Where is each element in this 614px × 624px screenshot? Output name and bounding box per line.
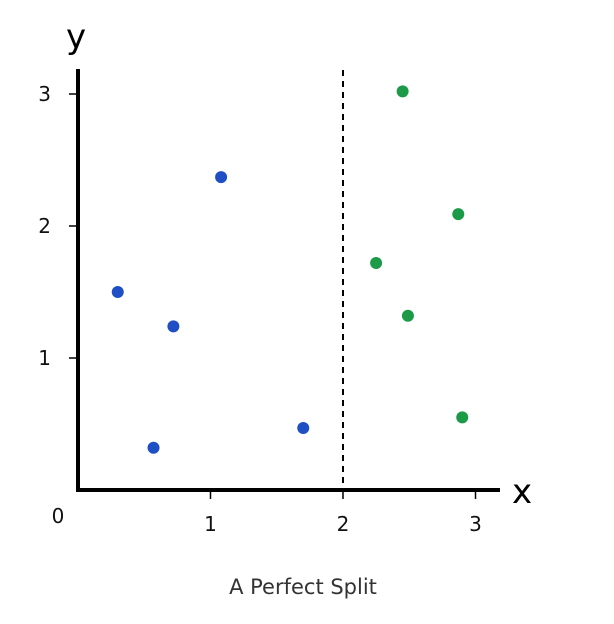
y-tick-label: 1 (38, 346, 51, 370)
x-tick-label: 2 (337, 512, 350, 536)
chart-caption: A Perfect Split (229, 575, 377, 599)
axes-layer (76, 69, 500, 492)
x-tick-label: 1 (204, 512, 217, 536)
data-point (167, 320, 180, 333)
data-point (452, 208, 465, 221)
data-point (456, 411, 469, 424)
data-point (396, 85, 409, 98)
data-point (147, 441, 160, 454)
data-points-layer (111, 85, 469, 454)
data-point (370, 256, 383, 269)
y-tick-label: 2 (38, 214, 51, 238)
x-axis-label: x (512, 472, 532, 512)
data-point (111, 286, 124, 298)
y-axis-label: y (66, 17, 86, 57)
x-tick-label: 3 (469, 512, 482, 536)
ticks-layer: 1 2 3 1 2 3 (38, 82, 482, 536)
data-point (215, 171, 228, 184)
origin-label: 0 (52, 504, 65, 528)
y-tick-label: 3 (38, 82, 51, 106)
data-point (297, 421, 310, 434)
data-point (401, 309, 414, 322)
